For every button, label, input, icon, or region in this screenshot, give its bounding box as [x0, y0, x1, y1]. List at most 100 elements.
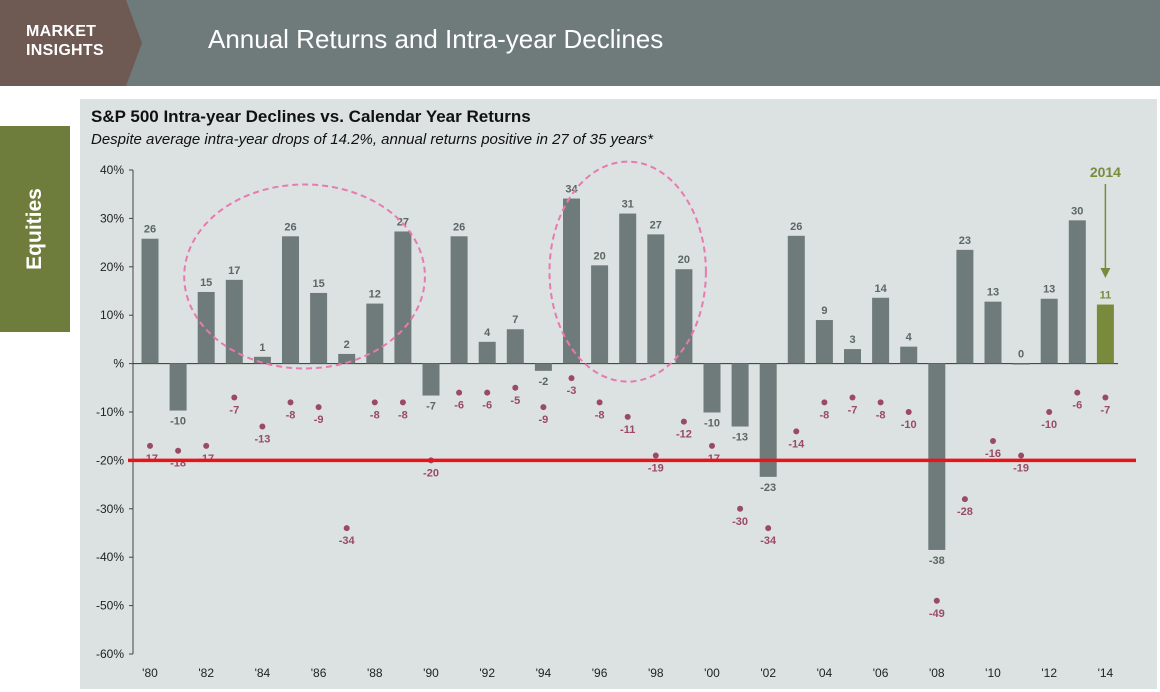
- decline-value-label: -8: [876, 409, 886, 421]
- badge-line-2: INSIGHTS: [26, 42, 104, 59]
- decline-point-1997: [624, 413, 631, 420]
- bar-2001: [731, 363, 749, 427]
- bar-value-label: 17: [228, 265, 240, 277]
- badge-text: MARKET INSIGHTS: [26, 22, 104, 60]
- y-tick-label: -20%: [96, 453, 124, 467]
- decline-point-2006: [877, 399, 884, 406]
- decline-value-label: -8: [595, 409, 605, 421]
- y-tick-label: 40%: [100, 163, 124, 177]
- bar-1992: [478, 341, 496, 364]
- bar-value-label: -23: [760, 482, 776, 494]
- bar-value-label: 0: [1018, 349, 1024, 361]
- decline-point-1980: [147, 442, 153, 449]
- bar-value-label: 26: [144, 224, 156, 236]
- x-tick-label: '00: [704, 666, 720, 680]
- bar-2002: [759, 363, 777, 477]
- x-tick-label: '04: [817, 666, 833, 680]
- bar-value-label: 34: [565, 184, 578, 196]
- bar-2005: [844, 349, 861, 364]
- page-title: Annual Returns and Intra-year Declines: [208, 24, 664, 54]
- bar-1993: [506, 329, 524, 364]
- decline-value-label: -34: [760, 535, 777, 547]
- bar-1988: [366, 303, 384, 364]
- decline-value-label: -8: [286, 409, 296, 421]
- decline-point-1988: [371, 399, 378, 406]
- bar-value-label: 1: [259, 342, 265, 354]
- bar-value-label: 3: [849, 334, 855, 346]
- bar-2003: [787, 235, 805, 364]
- highlight-ellipse: [183, 183, 426, 370]
- y-tick-label: %: [113, 357, 124, 371]
- x-tick-label: '80: [142, 666, 158, 680]
- y-tick-label: 20%: [100, 260, 124, 274]
- bar-1997: [619, 213, 637, 364]
- x-tick-label: '12: [1041, 666, 1057, 680]
- bar-1996: [591, 265, 609, 364]
- x-tick-label: '08: [929, 666, 945, 680]
- annotation-arrow-head: [1100, 268, 1111, 278]
- badge-line-1: MARKET: [26, 23, 97, 40]
- decline-value-label: -8: [820, 409, 830, 421]
- bar-value-label: 20: [593, 250, 605, 262]
- decline-value-label: -7: [848, 404, 858, 416]
- decline-point-2009: [961, 496, 968, 503]
- decline-point-1993: [512, 384, 519, 391]
- x-tick-label: '14: [1098, 666, 1114, 680]
- bar-value-label: 4: [906, 332, 913, 344]
- decline-point-2014: [1102, 394, 1109, 401]
- bar-value-label: 27: [650, 219, 662, 231]
- bar-value-label: -2: [539, 376, 549, 388]
- decline-value-label: -10: [901, 419, 917, 431]
- decline-value-label: -16: [985, 448, 1001, 460]
- y-tick-label: -50%: [96, 599, 124, 613]
- decline-point-2004: [821, 399, 828, 406]
- decline-point-2003: [793, 428, 800, 435]
- bar-value-label: 15: [200, 277, 212, 289]
- x-tick-label: '84: [255, 666, 271, 680]
- y-tick-label: -30%: [96, 502, 124, 516]
- bar-2011: [1012, 363, 1030, 365]
- bar-1984: [253, 356, 271, 364]
- decline-value-label: -13: [254, 434, 270, 446]
- bar-1991: [450, 236, 468, 364]
- bar-value-label: 31: [622, 199, 634, 211]
- bar-value-label: 20: [678, 254, 690, 266]
- bar-1985: [282, 236, 299, 364]
- bar-1994: [534, 363, 552, 371]
- decline-value-label: -5: [510, 395, 520, 407]
- bar-value-label: 26: [284, 221, 296, 233]
- decline-point-1981: [175, 447, 182, 454]
- decline-value-label: -6: [454, 400, 464, 412]
- chart-title: S&P 500 Intra-year Declines vs. Calendar…: [91, 107, 531, 126]
- bar-value-label: 11: [1100, 290, 1112, 302]
- chart-subtitle: Despite average intra-year drops of 14.2…: [91, 131, 653, 148]
- bar-value-label: 13: [987, 287, 999, 299]
- bar-2008: [928, 363, 946, 550]
- decline-value-label: -14: [788, 438, 805, 450]
- bar-2004: [815, 320, 833, 364]
- y-tick-label: -60%: [96, 647, 124, 661]
- bar-value-label: 2: [344, 339, 350, 351]
- bar-2007: [900, 346, 918, 364]
- decline-point-1995: [568, 375, 575, 382]
- bar-value-label: 7: [512, 314, 518, 326]
- decline-point-1991: [456, 389, 463, 396]
- bar-1987: [338, 353, 356, 364]
- bar-value-label: 23: [959, 235, 971, 247]
- decline-value-label: -49: [929, 608, 945, 620]
- bar-2006: [872, 297, 890, 364]
- x-tick-label: '98: [648, 666, 664, 680]
- bar-1990: [422, 363, 440, 396]
- decline-point-2007: [905, 409, 912, 415]
- bar-1982: [197, 291, 215, 364]
- x-tick-label: '06: [873, 666, 889, 680]
- decline-point-1996: [596, 399, 603, 406]
- decline-point-2013: [1074, 389, 1081, 396]
- section-tab-equities: Equities: [0, 126, 70, 332]
- bar-value-label: 30: [1071, 205, 1083, 217]
- decline-value-label: -11: [620, 424, 635, 436]
- bar-value-label: 26: [453, 221, 465, 233]
- bar-1989: [394, 231, 412, 364]
- bar-value-label: 9: [821, 305, 827, 317]
- bar-value-label: -10: [170, 416, 186, 428]
